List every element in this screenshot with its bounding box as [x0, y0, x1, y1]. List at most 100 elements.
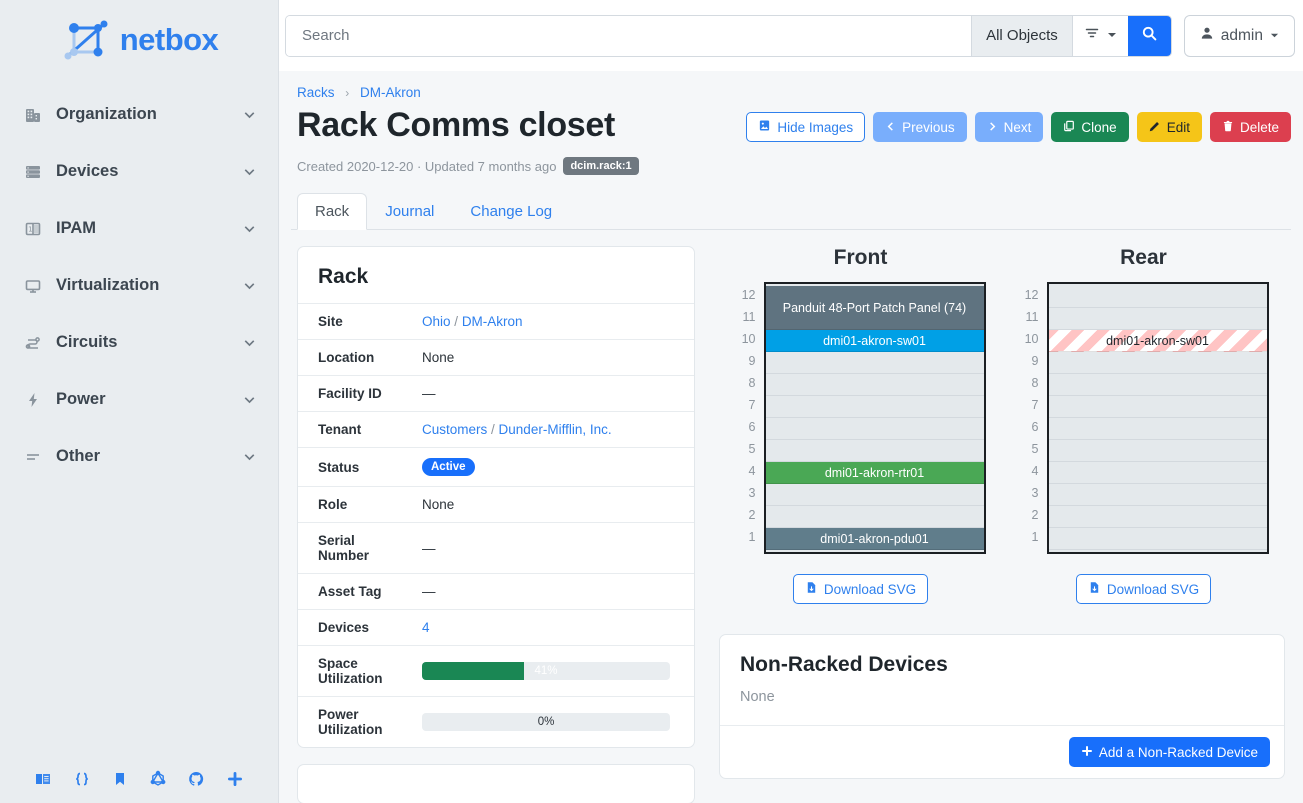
rack-empty-unit[interactable] [765, 396, 984, 419]
non-racked-title: Non-Racked Devices [740, 653, 948, 677]
user-icon [1200, 26, 1214, 45]
rear-download-row: Download SVG [1075, 574, 1212, 605]
docs-book-icon[interactable] [34, 770, 52, 788]
trash-icon [1222, 120, 1234, 135]
slack-icon[interactable] [226, 770, 244, 788]
previous-button[interactable]: Previous [873, 112, 967, 142]
chevron-down-icon[interactable] [241, 220, 258, 237]
rack-unit-label: 3 [748, 486, 756, 501]
tenant-link[interactable]: Dunder-Mifflin, Inc. [498, 422, 612, 438]
hide-images-button[interactable]: Hide Images [746, 112, 866, 142]
rack-empty-unit[interactable] [765, 484, 984, 507]
sidebar-item-devices[interactable]: Devices [0, 143, 278, 200]
download-svg-front-button[interactable]: Download SVG [792, 574, 929, 605]
rack-empty-unit[interactable] [765, 352, 984, 375]
add-non-racked-device-button[interactable]: Add a Non-Racked Device [1068, 737, 1270, 768]
table-row: Location None [298, 339, 694, 376]
edit-label: Edit [1166, 119, 1190, 135]
rack-device[interactable]: Panduit 48-Port Patch Panel (74) [765, 286, 984, 331]
content-columns: Rack Site Ohio / DM-Akron Location [291, 230, 1291, 803]
rack-empty-unit[interactable] [1048, 440, 1267, 463]
server-icon [22, 161, 44, 183]
chevron-down-icon[interactable] [241, 277, 258, 294]
row-value: Customers / Dunder-Mifflin, Inc. [414, 411, 694, 448]
api-braces-icon[interactable] [73, 770, 91, 788]
tab-bar: Rack Journal Change Log [291, 193, 1291, 231]
rack-device[interactable]: dmi01-akron-sw01 [1048, 330, 1267, 353]
sidebar-item-organization[interactable]: Organization [0, 86, 278, 143]
previous-label: Previous [902, 119, 955, 135]
rack-empty-unit[interactable] [765, 440, 984, 463]
table-row: Role None [298, 486, 694, 523]
filter-dropdown-button[interactable] [1071, 15, 1128, 56]
clone-label: Clone [1081, 119, 1117, 135]
edit-button[interactable]: Edit [1136, 112, 1202, 142]
rack-empty-unit[interactable] [1048, 506, 1267, 529]
rack-empty-unit[interactable] [1048, 352, 1267, 375]
sidebar-item-power[interactable]: Power [0, 371, 278, 428]
sidebar-item-ipam[interactable]: 1 IPAM [0, 200, 278, 257]
building-icon [22, 104, 44, 126]
tab-journal[interactable]: Journal [385, 203, 435, 221]
front-elevation: Front 12 11 10 9 8 7 6 5 4 3 2 1 Panduit 48-Port Pa… [719, 246, 1002, 605]
rack-empty-unit[interactable] [1048, 462, 1267, 485]
front-rack-body[interactable]: Panduit 48-Port Patch Panel (74) dmi01-ak… [763, 282, 986, 555]
tenant-group-link[interactable]: Customers [422, 422, 488, 438]
rack-empty-unit[interactable] [1048, 286, 1267, 309]
bookmark-icon[interactable] [111, 770, 129, 788]
rack-device[interactable]: dmi01-akron-sw01 [765, 330, 984, 353]
rack-empty-unit[interactable] [765, 506, 984, 529]
object-scope-dropdown[interactable]: All Objects [971, 15, 1072, 56]
rack-empty-unit[interactable] [1048, 418, 1267, 441]
clone-button[interactable]: Clone [1051, 112, 1129, 142]
rack-empty-unit[interactable] [1048, 308, 1267, 331]
chevron-down-icon[interactable] [241, 391, 258, 408]
chevron-down-icon[interactable] [241, 448, 258, 465]
row-key: Facility ID [298, 375, 414, 412]
chevron-down-icon[interactable] [241, 163, 258, 180]
table-row: Asset Tag — [298, 573, 694, 610]
search-submit-button[interactable] [1127, 15, 1171, 56]
brand-logo[interactable]: netbox [0, 0, 278, 86]
devices-count-link[interactable]: 4 [422, 620, 430, 636]
row-key: Location [298, 339, 414, 376]
rack-empty-unit[interactable] [1048, 528, 1267, 551]
github-icon[interactable] [187, 770, 205, 788]
site-region-link[interactable]: Ohio [422, 314, 451, 330]
rack-device[interactable]: dmi01-akron-pdu01 [765, 528, 984, 551]
graphql-icon[interactable] [149, 770, 167, 788]
front-unit-labels: 12 11 10 9 8 7 6 5 4 3 2 1 [736, 282, 756, 548]
delete-button[interactable]: Delete [1209, 112, 1291, 142]
rack-device[interactable]: dmi01-akron-rtr01 [765, 462, 984, 485]
rack-empty-unit[interactable] [765, 374, 984, 397]
download-svg-rear-button[interactable]: Download SVG [1075, 574, 1212, 605]
rack-unit-label: 12 [1024, 288, 1039, 303]
row-value: None [414, 339, 694, 376]
user-menu-label: admin [1220, 26, 1263, 44]
rack-unit-label: 8 [748, 376, 756, 391]
rack-empty-unit[interactable] [1048, 484, 1267, 507]
status-badge: Active [422, 458, 475, 477]
search-icon [1141, 25, 1158, 47]
tab-change-log[interactable]: Change Log [470, 203, 553, 221]
rack-empty-unit[interactable] [1048, 396, 1267, 419]
chevron-down-icon[interactable] [241, 106, 258, 123]
circuit-icon [22, 332, 44, 354]
chevron-down-icon[interactable] [241, 334, 258, 351]
rack-empty-unit[interactable] [765, 418, 984, 441]
next-button[interactable]: Next [974, 112, 1044, 142]
rack-empty-unit[interactable] [1048, 374, 1267, 397]
sidebar-item-other[interactable]: Other [0, 428, 278, 485]
search-input[interactable] [286, 15, 972, 56]
table-row: Status Active [298, 447, 694, 487]
row-key: Asset Tag [298, 573, 414, 610]
sidebar-item-virtualization[interactable]: Virtualization [0, 257, 278, 314]
tab-rack[interactable]: Rack [297, 193, 368, 231]
sidebar-item-circuits[interactable]: Circuits [0, 314, 278, 371]
breadcrumb-item-racks[interactable]: Racks [297, 85, 335, 100]
breadcrumb-item-dm-akron[interactable]: DM-Akron [360, 85, 421, 100]
next-card-placeholder [297, 764, 695, 803]
rear-rack-body[interactable]: dmi01-akron-sw01 [1046, 282, 1269, 555]
site-link[interactable]: DM-Akron [461, 314, 523, 330]
user-menu-button[interactable]: admin [1183, 14, 1295, 57]
